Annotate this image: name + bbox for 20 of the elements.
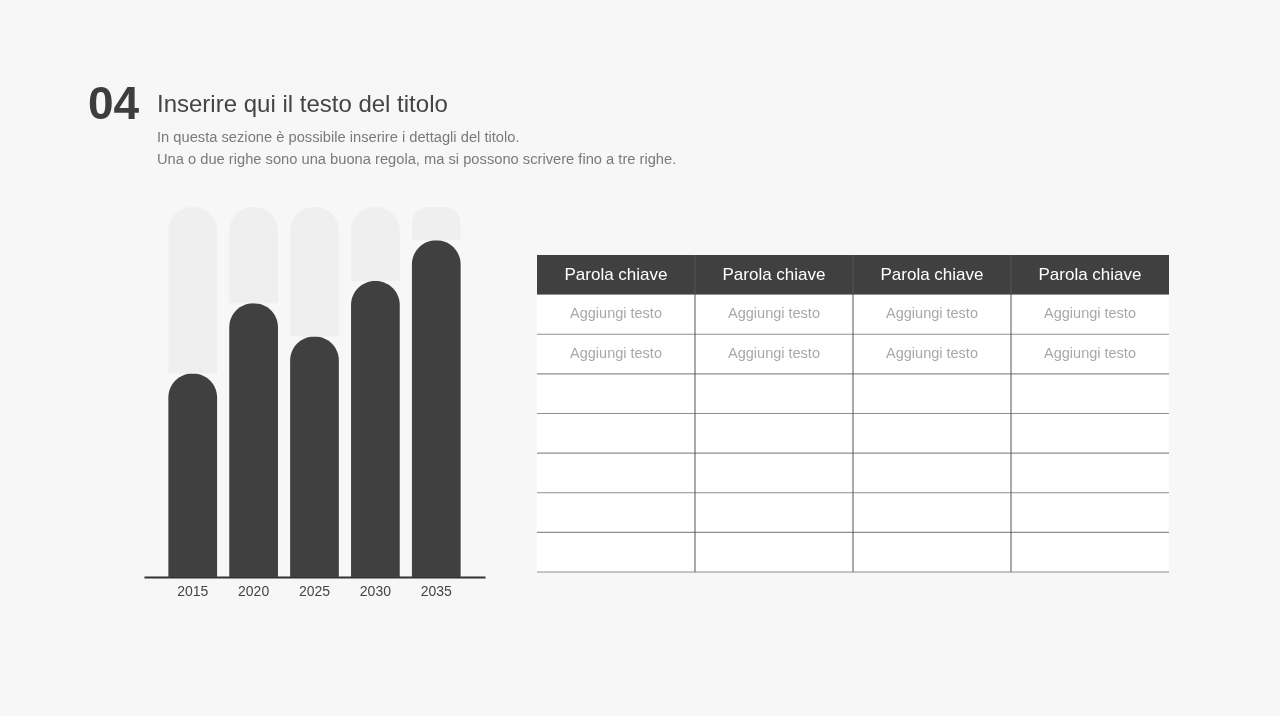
category-label: Parola chiave [722,264,826,284]
text: Aggiungi testo [728,305,820,322]
chart-subtitle: In questa sezione è possibile inserire i dettagli del titolo. Una o due righe sono una buona regola, ma si possono scrivere fino a tre righe. [157,129,677,167]
text: Aggiungi testo [886,305,978,322]
category-label: Parola chiave [564,264,668,284]
x-tick-label: 2015 [177,582,209,599]
text: 04 [88,77,140,129]
text: Aggiungi testo [570,345,662,362]
chart-title: Inserire qui il testo del titolo [157,90,448,117]
text: Aggiungi testo [886,345,978,362]
x-tick-label: 2035 [420,582,453,599]
x-tick-label: 2025 [298,582,331,599]
category-label: Parola chiave [880,264,984,284]
category-label: Parola chiave [1038,264,1142,284]
text: Aggiungi testo [728,345,820,362]
text: Aggiungi testo [1044,305,1136,322]
text: Aggiungi testo [1044,345,1136,362]
text: Aggiungi testo [570,305,662,322]
x-tick-label: 2030 [359,582,392,599]
x-tick-label: 2020 [238,582,270,599]
